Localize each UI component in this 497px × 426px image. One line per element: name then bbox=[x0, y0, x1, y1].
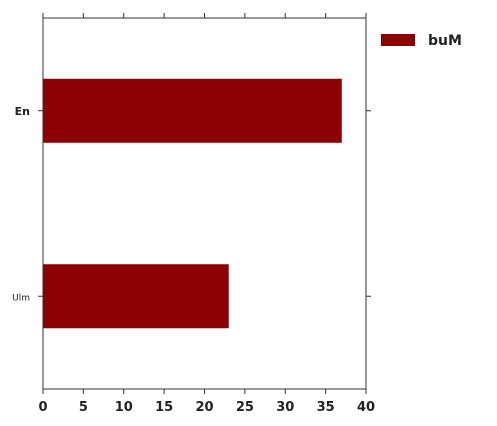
x-tick-label: 10 bbox=[115, 400, 133, 415]
y-tick-label: En bbox=[15, 105, 30, 118]
x-tick-label: 5 bbox=[79, 400, 88, 415]
x-axis: 0 5 10 15 20 25 30 35 40 bbox=[38, 13, 375, 415]
x-tick-label: 40 bbox=[357, 400, 375, 415]
x-tick-label: 15 bbox=[155, 400, 173, 415]
bar-en bbox=[43, 78, 342, 143]
legend: buM bbox=[381, 33, 462, 49]
x-tick-label: 25 bbox=[236, 400, 254, 415]
bar-ulm bbox=[43, 264, 229, 329]
x-tick-label: 30 bbox=[276, 400, 294, 415]
y-tick-label: Ulm bbox=[12, 293, 30, 303]
y-axis: En Ulm bbox=[12, 105, 371, 303]
plot-frame bbox=[42, 17, 367, 390]
bars-layer bbox=[43, 78, 342, 329]
legend-swatch bbox=[381, 34, 415, 46]
x-tick-label: 20 bbox=[195, 400, 213, 415]
x-tick-label: 35 bbox=[317, 400, 335, 415]
x-tick-label: 0 bbox=[38, 400, 47, 415]
legend-label: buM bbox=[428, 33, 462, 49]
